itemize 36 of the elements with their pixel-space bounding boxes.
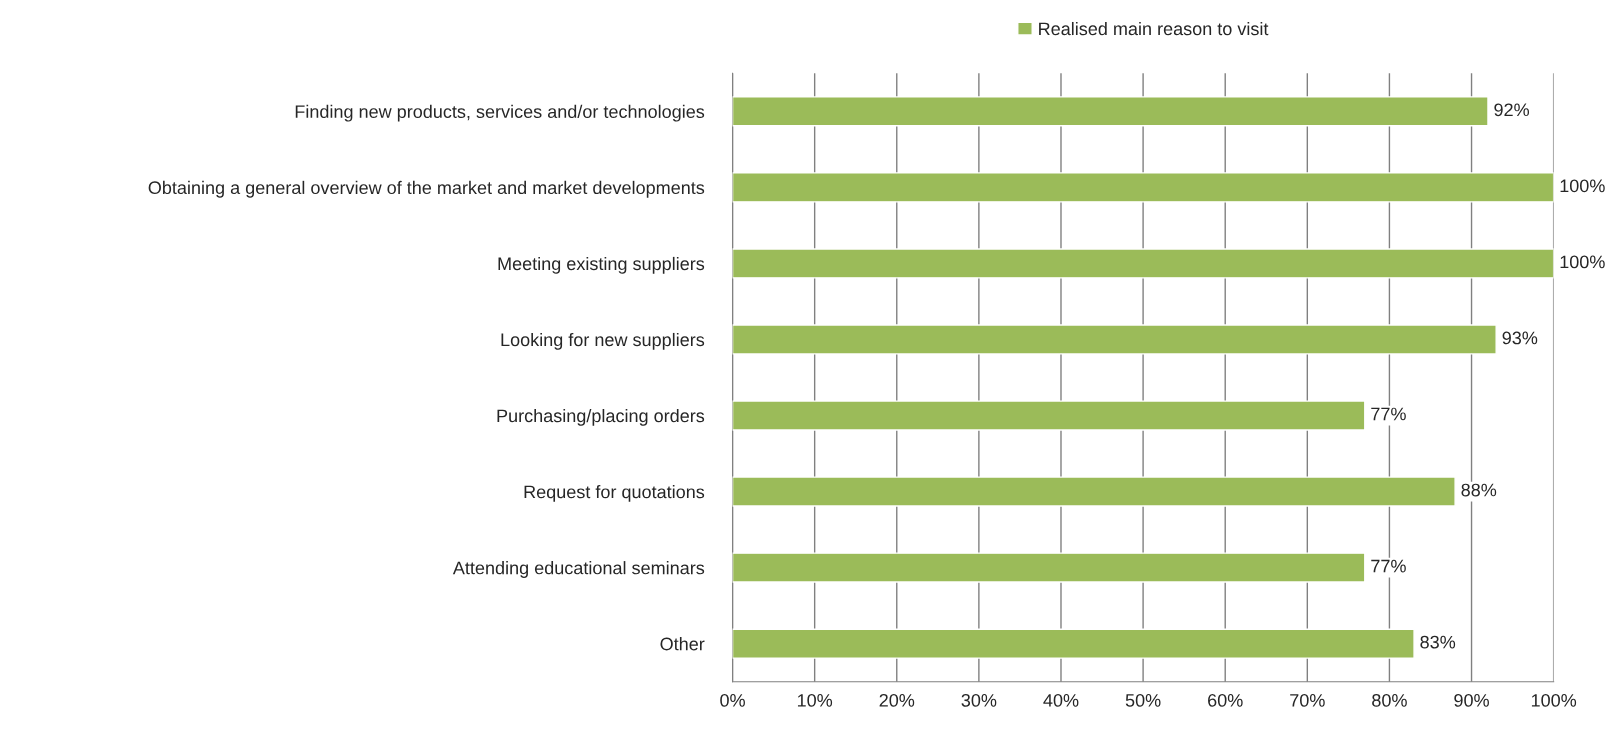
x-tick-label: 70% bbox=[1290, 693, 1325, 707]
bar bbox=[732, 248, 1554, 279]
bar bbox=[732, 96, 1489, 127]
y-tick-label: Meeting existing suppliers bbox=[498, 256, 705, 274]
x-tick-label: 20% bbox=[879, 693, 915, 707]
data-label: 83% bbox=[1420, 635, 1456, 649]
x-tick-label: 50% bbox=[1125, 693, 1161, 707]
data-label: 100% bbox=[1560, 255, 1605, 269]
y-tick-label: Looking for new suppliers bbox=[501, 332, 705, 350]
y-tick-label: Request for quotations bbox=[524, 485, 705, 502]
bar bbox=[732, 400, 1366, 431]
bar bbox=[732, 628, 1415, 659]
data-label: 88% bbox=[1461, 483, 1497, 497]
data-label: 77% bbox=[1371, 559, 1406, 573]
y-tick-label: Attending educational seminars bbox=[452, 561, 705, 578]
data-label: 100% bbox=[1560, 179, 1605, 193]
bar bbox=[732, 324, 1497, 355]
x-tick-label: 0% bbox=[720, 693, 745, 707]
y-tick-label: Other bbox=[660, 637, 705, 651]
bar bbox=[732, 172, 1554, 203]
data-label: 77% bbox=[1371, 407, 1406, 421]
x-tick-label: 90% bbox=[1454, 693, 1489, 707]
data-label: 93% bbox=[1502, 331, 1538, 345]
bar bbox=[732, 476, 1456, 507]
x-tick-label: 100% bbox=[1531, 693, 1577, 707]
y-tick-label: Finding new products, services and/or technologies bbox=[295, 104, 705, 122]
x-tick-label: 60% bbox=[1208, 693, 1243, 707]
y-tick-label: Obtaining a general overview of the market and market developments bbox=[148, 180, 705, 198]
x-tick-label: 80% bbox=[1372, 693, 1407, 707]
x-tick-label: 40% bbox=[1043, 693, 1079, 707]
data-label: 92% bbox=[1494, 103, 1530, 117]
x-tick-label: 10% bbox=[797, 693, 833, 707]
bar bbox=[732, 552, 1366, 583]
legend-label: Realised main reason to visit bbox=[1039, 21, 1269, 36]
x-tick-label: 30% bbox=[961, 693, 997, 707]
y-tick-label: Purchasing/placing orders bbox=[497, 408, 705, 426]
